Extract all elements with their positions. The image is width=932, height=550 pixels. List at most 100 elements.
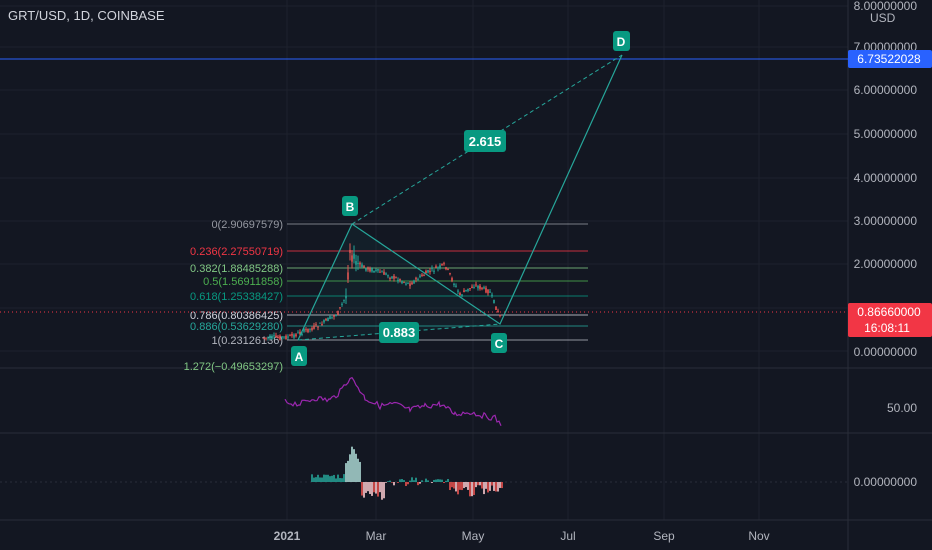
candle-body [295, 334, 297, 337]
macd-bar [473, 482, 475, 495]
candle-body [347, 272, 349, 280]
svg-text:4.00000000: 4.00000000 [854, 171, 918, 185]
candle-body [367, 267, 369, 270]
candle-body [337, 310, 339, 315]
candle-body [413, 280, 415, 284]
svg-text:6.00000000: 6.00000000 [854, 83, 918, 97]
candle-body [395, 277, 397, 279]
candle-body [387, 275, 389, 277]
candle-body [481, 287, 483, 289]
macd-histogram [0, 446, 848, 500]
fibonacci-retracement[interactable]: 0(2.90697579) 0.236(2.27550719) 0.382(1.88… [184, 219, 588, 373]
svg-text:D: D [617, 35, 626, 49]
candle-body [277, 337, 279, 339]
macd-bar [499, 482, 501, 488]
point-label-d[interactable]: D [613, 31, 630, 51]
ratio-label-bd[interactable]: 2.615 [464, 130, 506, 152]
macd-bar [381, 482, 383, 500]
macd-bar [457, 482, 459, 495]
point-label-b[interactable]: B [342, 196, 358, 216]
candle-body [299, 331, 301, 335]
candle-body [401, 281, 403, 284]
macd-bar [477, 482, 479, 486]
macd-bar [443, 482, 445, 483]
candle-body [331, 316, 333, 318]
candle-body [285, 335, 287, 340]
candle-body [305, 329, 307, 331]
candle-body [479, 285, 481, 289]
macd-bar [441, 479, 443, 482]
candle-body [389, 277, 391, 279]
time-axis[interactable]: 2021 Mar May Jul Sep Nov [274, 529, 770, 543]
macd-bar [361, 482, 363, 496]
macd-bar [399, 479, 401, 482]
macd-bar [349, 454, 351, 482]
macd-bar [335, 478, 337, 482]
macd-bar [367, 482, 369, 492]
fib-level-label: 0.786(0.80386425) [190, 310, 283, 322]
fib-level-label: 0(2.90697579) [211, 219, 283, 231]
candle-body [493, 299, 495, 304]
candle-body [443, 263, 445, 265]
candle-body [267, 337, 269, 339]
macd-bar [445, 480, 447, 482]
candle-body [333, 315, 335, 317]
candle-body [359, 262, 361, 265]
candle-body [475, 284, 477, 286]
candle-body [491, 294, 493, 296]
macd-bar [475, 482, 477, 488]
macd-bar [311, 474, 313, 482]
candle-body [437, 267, 439, 269]
candle-body [263, 337, 265, 339]
macd-bar [501, 482, 503, 489]
candle-body [405, 283, 407, 285]
svg-text:0.86660000: 0.86660000 [857, 305, 921, 319]
candle-body [459, 293, 461, 295]
candle-body [329, 316, 331, 319]
svg-text:2.615: 2.615 [469, 134, 502, 149]
macd-bar [455, 482, 457, 492]
candle-body [497, 310, 499, 313]
candle-body [371, 268, 373, 272]
candle-body [473, 287, 475, 289]
svg-text:16:08:11: 16:08:11 [864, 321, 910, 335]
point-label-a[interactable]: A [291, 346, 307, 366]
candle-body [351, 255, 353, 262]
macd-bar [433, 479, 435, 482]
candle-body [409, 283, 411, 287]
macd-bar [493, 482, 495, 491]
svg-text:0.00000000: 0.00000000 [854, 345, 918, 359]
fib-level-label: 1(0.23126136) [211, 335, 283, 347]
candle-body [421, 274, 423, 277]
ratio-label-ac[interactable]: 0.883 [379, 322, 419, 343]
candle-body [377, 269, 379, 271]
point-label-c[interactable]: C [491, 333, 507, 353]
candle-body [407, 282, 409, 284]
candle-body [429, 270, 431, 273]
macd-bar [323, 474, 325, 482]
horizontal-line-price-badge: 6.73522028 [848, 50, 932, 68]
candle-body [293, 334, 295, 338]
macd-bar [391, 482, 393, 483]
macd-bar [431, 482, 433, 483]
macd-bar [389, 480, 391, 482]
candle-body [471, 286, 473, 289]
symbol-title[interactable]: GRT/USD, 1D, COINBASE [8, 8, 165, 23]
candle-body [433, 270, 435, 272]
candle-body [361, 264, 363, 267]
candle-body [365, 268, 367, 271]
pattern-legs [297, 54, 623, 341]
macd-bar [415, 477, 417, 482]
macd-axis-tick: 0.00000000 [854, 475, 918, 489]
macd-bar [435, 479, 437, 482]
price-axis[interactable]: 8.00000000 7.00000000 6.00000000 5.00000… [848, 0, 932, 359]
macd-bar [485, 482, 487, 489]
macd-bar [407, 482, 409, 485]
macd-bar [375, 482, 377, 494]
rsi-axis-tick: 50.00 [887, 401, 917, 415]
fib-level-label: 0.236(2.27550719) [190, 246, 283, 258]
candle-body [317, 326, 319, 328]
macd-bar [331, 475, 333, 482]
candle-body [485, 287, 487, 293]
